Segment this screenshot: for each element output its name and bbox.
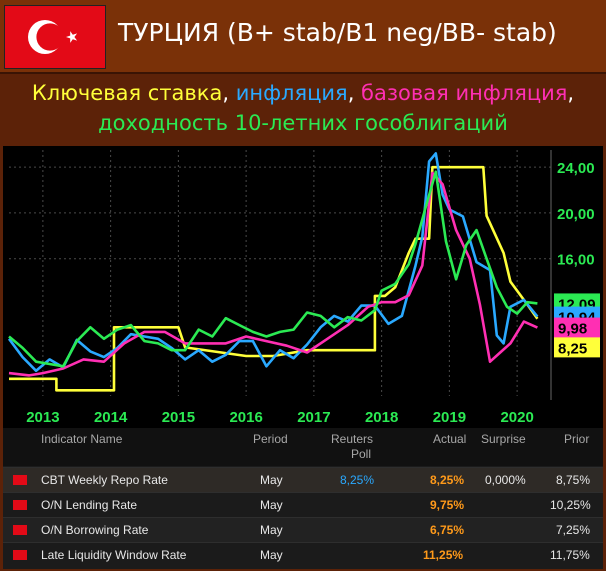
subtitle-comma: , [222,81,230,105]
table-row[interactable]: CBT Weekly Repo Rate May 8,25% 8,25% 0,0… [3,467,603,492]
last-value-label: 8,25 [558,340,587,357]
period: May [260,498,283,512]
x-tick-label: 2020 [500,409,533,426]
prior: 11,75% [550,548,590,562]
chart-subtitle: Ключевая ставка, инфляция, базовая инфля… [0,78,606,138]
subtitle-line-2: доходность 10-летних гособлигаций [0,108,606,138]
legend-core-inflation: базовая инфляция [354,81,568,105]
prior: 7,25% [556,523,591,537]
header-actual: Actual [433,432,467,446]
series-line-inflation [7,152,539,373]
table-row[interactable]: Late Liquidity Window Rate May 11,25% 11… [3,542,603,567]
actual: 11,25% [423,548,464,562]
header-reuters: Reuters [331,432,374,446]
turkey-flag-icon [13,525,27,535]
subtitle-comma: , [567,81,575,105]
crescent-star-icon [28,20,78,54]
legend-bond-yield: доходность 10-летних гособлигаций [98,111,508,135]
prior: 10,25% [550,498,591,512]
header-prior: Prior [564,432,590,446]
prior: 8,75% [556,473,591,487]
header-poll: Poll [351,447,372,461]
indicator-name: CBT Weekly Repo Rate [41,473,168,487]
legend-key-rate: Ключевая ставка [31,81,223,105]
period: May [260,548,283,562]
x-tick-label: 2015 [162,409,195,426]
series-line-core_inflation [8,171,538,377]
period: May [260,523,283,537]
surprise: 0,000% [485,473,526,487]
turkey-flag-icon [13,500,27,510]
chart-area: 24,0020,0016,0012,0910,949,988,252013201… [3,146,603,430]
last-value-badge [554,337,600,358]
series-line-bond_yield [8,170,538,368]
indicator-name: O/N Borrowing Rate [41,523,149,537]
table-row[interactable]: O/N Lending Rate May 9,75% 10,25% [3,492,603,517]
indicator-name: O/N Lending Rate [41,498,138,512]
turkey-flag-icon [4,5,106,69]
turkey-flag-icon [13,475,27,485]
y-tick-label: 24,00 [557,160,595,177]
rates-table: Indicator Name Period Reuters Poll Actua… [3,428,603,569]
y-tick-label: 20,00 [557,206,595,223]
x-tick-label: 2019 [433,409,466,426]
line-chart: 24,0020,0016,0012,0910,949,988,252013201… [7,150,600,426]
table-row[interactable]: O/N Borrowing Rate May 6,75% 7,25% [3,517,603,542]
header-surprise: Surprise [481,432,526,446]
actual: 9,75% [430,498,465,512]
header-indicator-name: Indicator Name [41,432,123,446]
header-period: Period [253,432,288,446]
x-tick-label: 2014 [94,409,128,426]
header: ТУРЦИЯ (B+ stab/B1 neg/BB- stab) [0,0,606,74]
legend-inflation: инфляция [229,81,348,105]
x-tick-label: 2016 [229,409,262,426]
indicator-name: Late Liquidity Window Rate [41,548,187,562]
poll: 8,25% [340,473,375,487]
last-value-badge [554,317,600,338]
subtitle-line-1: Ключевая ставка, инфляция, базовая инфля… [0,78,606,108]
page-title: ТУРЦИЯ (B+ stab/B1 neg/BB- stab) [118,18,557,47]
period: May [260,473,283,487]
actual: 6,75% [430,523,465,537]
turkey-flag-icon [13,550,27,560]
actual: 8,25% [430,473,465,487]
x-tick-label: 2018 [365,409,398,426]
subtitle-comma: , [347,81,355,105]
x-tick-label: 2013 [26,409,59,426]
y-tick-label: 16,00 [557,252,595,269]
x-tick-label: 2017 [297,409,330,426]
last-value-label: 9,98 [558,321,587,338]
table-header: Indicator Name Period Reuters Poll Actua… [3,428,603,466]
